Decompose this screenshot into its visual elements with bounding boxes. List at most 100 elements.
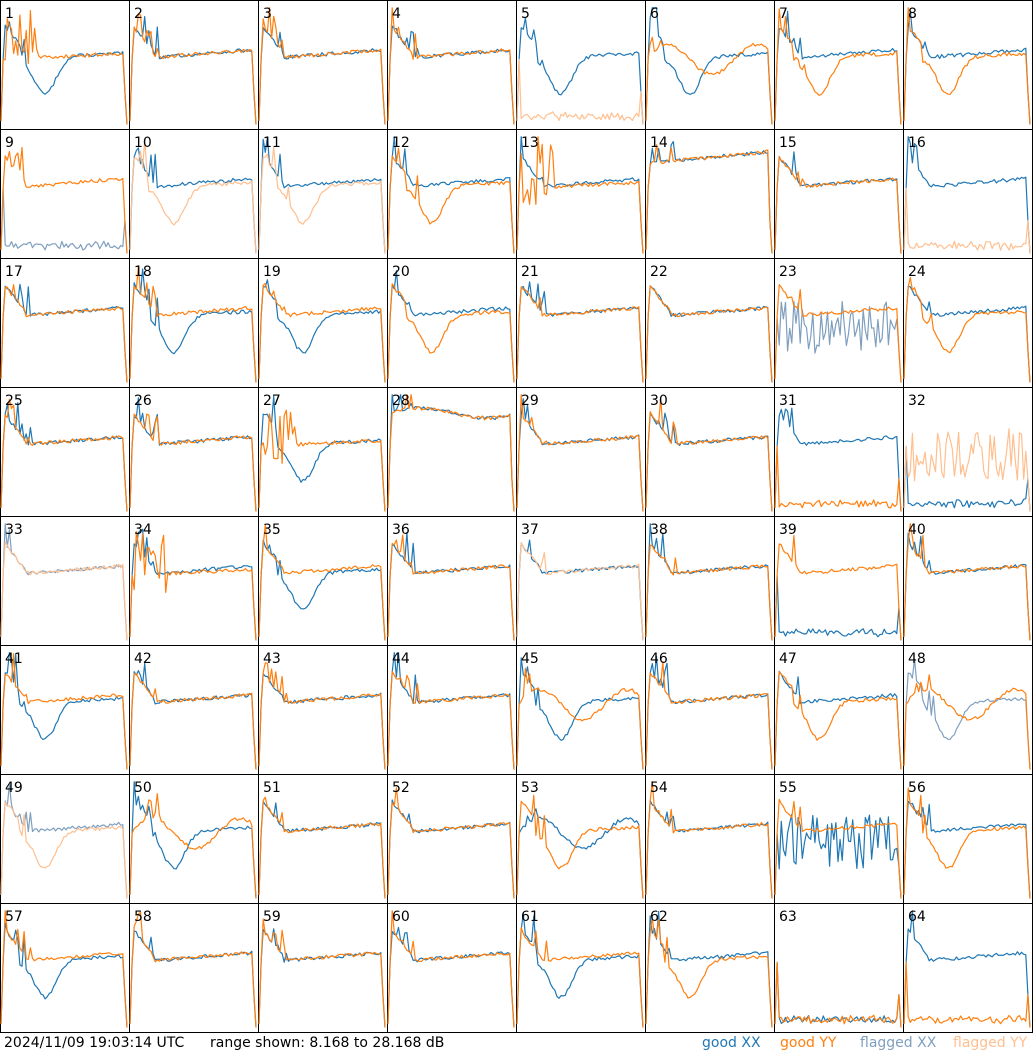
panel-frame xyxy=(903,258,1033,388)
panel-frame xyxy=(774,0,904,130)
series-yy-29 xyxy=(516,394,644,512)
series-xx-6 xyxy=(645,7,773,125)
panel-label: 39 xyxy=(779,522,797,538)
panel-8: 8 xyxy=(903,0,1033,130)
legend-flagged-yy: flagged YY xyxy=(953,1035,1028,1051)
panel-label: 47 xyxy=(779,651,797,667)
panel-18: 18 xyxy=(129,258,259,388)
series-yy-43 xyxy=(258,662,386,770)
panel-label: 5 xyxy=(521,6,530,22)
panel-frame xyxy=(0,129,130,259)
series-yy-16 xyxy=(903,187,1031,254)
panel-frame xyxy=(387,0,517,130)
panel-40: 40 xyxy=(903,516,1033,646)
legend-good-xx: good XX xyxy=(702,1035,761,1051)
series-xx-57 xyxy=(0,922,128,1028)
panel-label: 40 xyxy=(908,522,926,538)
series-yy-21 xyxy=(516,286,644,383)
panel-64: 64 xyxy=(903,903,1033,1033)
series-yy-64 xyxy=(903,961,1031,1028)
panel-label: 45 xyxy=(521,651,539,667)
series-xx-54 xyxy=(645,800,773,899)
panel-24: 24 xyxy=(903,258,1033,388)
series-yy-63 xyxy=(774,961,902,1028)
panel-frame xyxy=(645,387,775,517)
panel-frame xyxy=(774,129,904,259)
series-yy-35 xyxy=(258,524,386,641)
panel-label: 18 xyxy=(134,264,152,280)
series-yy-30 xyxy=(645,397,773,512)
panel-label: 16 xyxy=(908,135,926,151)
series-xx-60 xyxy=(387,926,515,1028)
series-yy-31 xyxy=(774,445,902,512)
panel-label: 26 xyxy=(134,393,152,409)
panel-15: 15 xyxy=(774,129,904,259)
range-label: range shown: 8.168 to 28.168 dB xyxy=(210,1035,445,1051)
footer-bar: 2024/11/09 19:03:14 UTC range shown: 8.1… xyxy=(0,1033,1033,1053)
panel-label: 31 xyxy=(779,393,797,409)
panel-frame xyxy=(774,516,904,646)
panel-frame xyxy=(0,645,130,775)
series-yy-22 xyxy=(645,285,773,383)
panel-label: 46 xyxy=(650,651,668,667)
panel-label: 30 xyxy=(650,393,668,409)
series-xx-61 xyxy=(516,912,644,1028)
panel-frame xyxy=(903,903,1033,1033)
panel-frame xyxy=(774,645,904,775)
panel-label: 37 xyxy=(521,522,539,538)
panel-frame xyxy=(516,774,646,904)
panel-label: 33 xyxy=(5,522,23,538)
panel-label: 64 xyxy=(908,909,926,925)
panel-frame xyxy=(258,0,388,130)
panel-frame xyxy=(516,387,646,517)
series-yy-62 xyxy=(645,917,773,1028)
panel-frame xyxy=(258,774,388,904)
panel-60: 60 xyxy=(387,903,517,1033)
panel-51: 51 xyxy=(258,774,388,904)
panel-frame xyxy=(129,645,259,775)
series-yy-7 xyxy=(774,8,902,125)
series-xx-50 xyxy=(129,781,257,899)
panel-14: 14 xyxy=(645,129,775,259)
panel-32: 32 xyxy=(903,387,1033,517)
panel-label: 50 xyxy=(134,780,152,796)
panel-label: 43 xyxy=(263,651,281,667)
panel-21: 21 xyxy=(516,258,646,388)
series-yy-61 xyxy=(516,927,644,1028)
series-yy-18 xyxy=(129,265,257,383)
panel-frame xyxy=(258,903,388,1033)
panel-56: 56 xyxy=(903,774,1033,904)
panel-49: 49 xyxy=(0,774,130,904)
panel-9: 9 xyxy=(0,129,130,259)
panel-frame xyxy=(129,129,259,259)
panel-frame xyxy=(387,645,517,775)
panel-33: 33 xyxy=(0,516,130,646)
series-xx-11 xyxy=(258,136,386,254)
series-yy-41 xyxy=(0,653,128,770)
series-yy-15 xyxy=(774,156,902,254)
series-yy-5 xyxy=(516,58,644,125)
series-yy-56 xyxy=(903,787,1031,899)
panel-label: 15 xyxy=(779,135,797,151)
panel-label: 63 xyxy=(779,909,797,925)
panel-label: 51 xyxy=(263,780,281,796)
panel-46: 46 xyxy=(645,645,775,775)
panel-label: 56 xyxy=(908,780,926,796)
series-yy-50 xyxy=(129,793,257,899)
panel-2: 2 xyxy=(129,0,259,130)
panel-34: 34 xyxy=(129,516,259,646)
panel-63: 63 xyxy=(774,903,904,1033)
panel-frame xyxy=(774,903,904,1033)
panel-frame xyxy=(903,516,1033,646)
series-xx-37 xyxy=(516,539,644,641)
series-yy-24 xyxy=(903,276,1031,383)
series-yy-59 xyxy=(258,918,386,1028)
panel-12: 12 xyxy=(387,129,517,259)
series-xx-27 xyxy=(258,395,386,512)
series-yy-25 xyxy=(0,398,128,512)
panel-label: 7 xyxy=(779,6,788,22)
panel-27: 27 xyxy=(258,387,388,517)
panel-7: 7 xyxy=(774,0,904,130)
panel-43: 43 xyxy=(258,645,388,775)
